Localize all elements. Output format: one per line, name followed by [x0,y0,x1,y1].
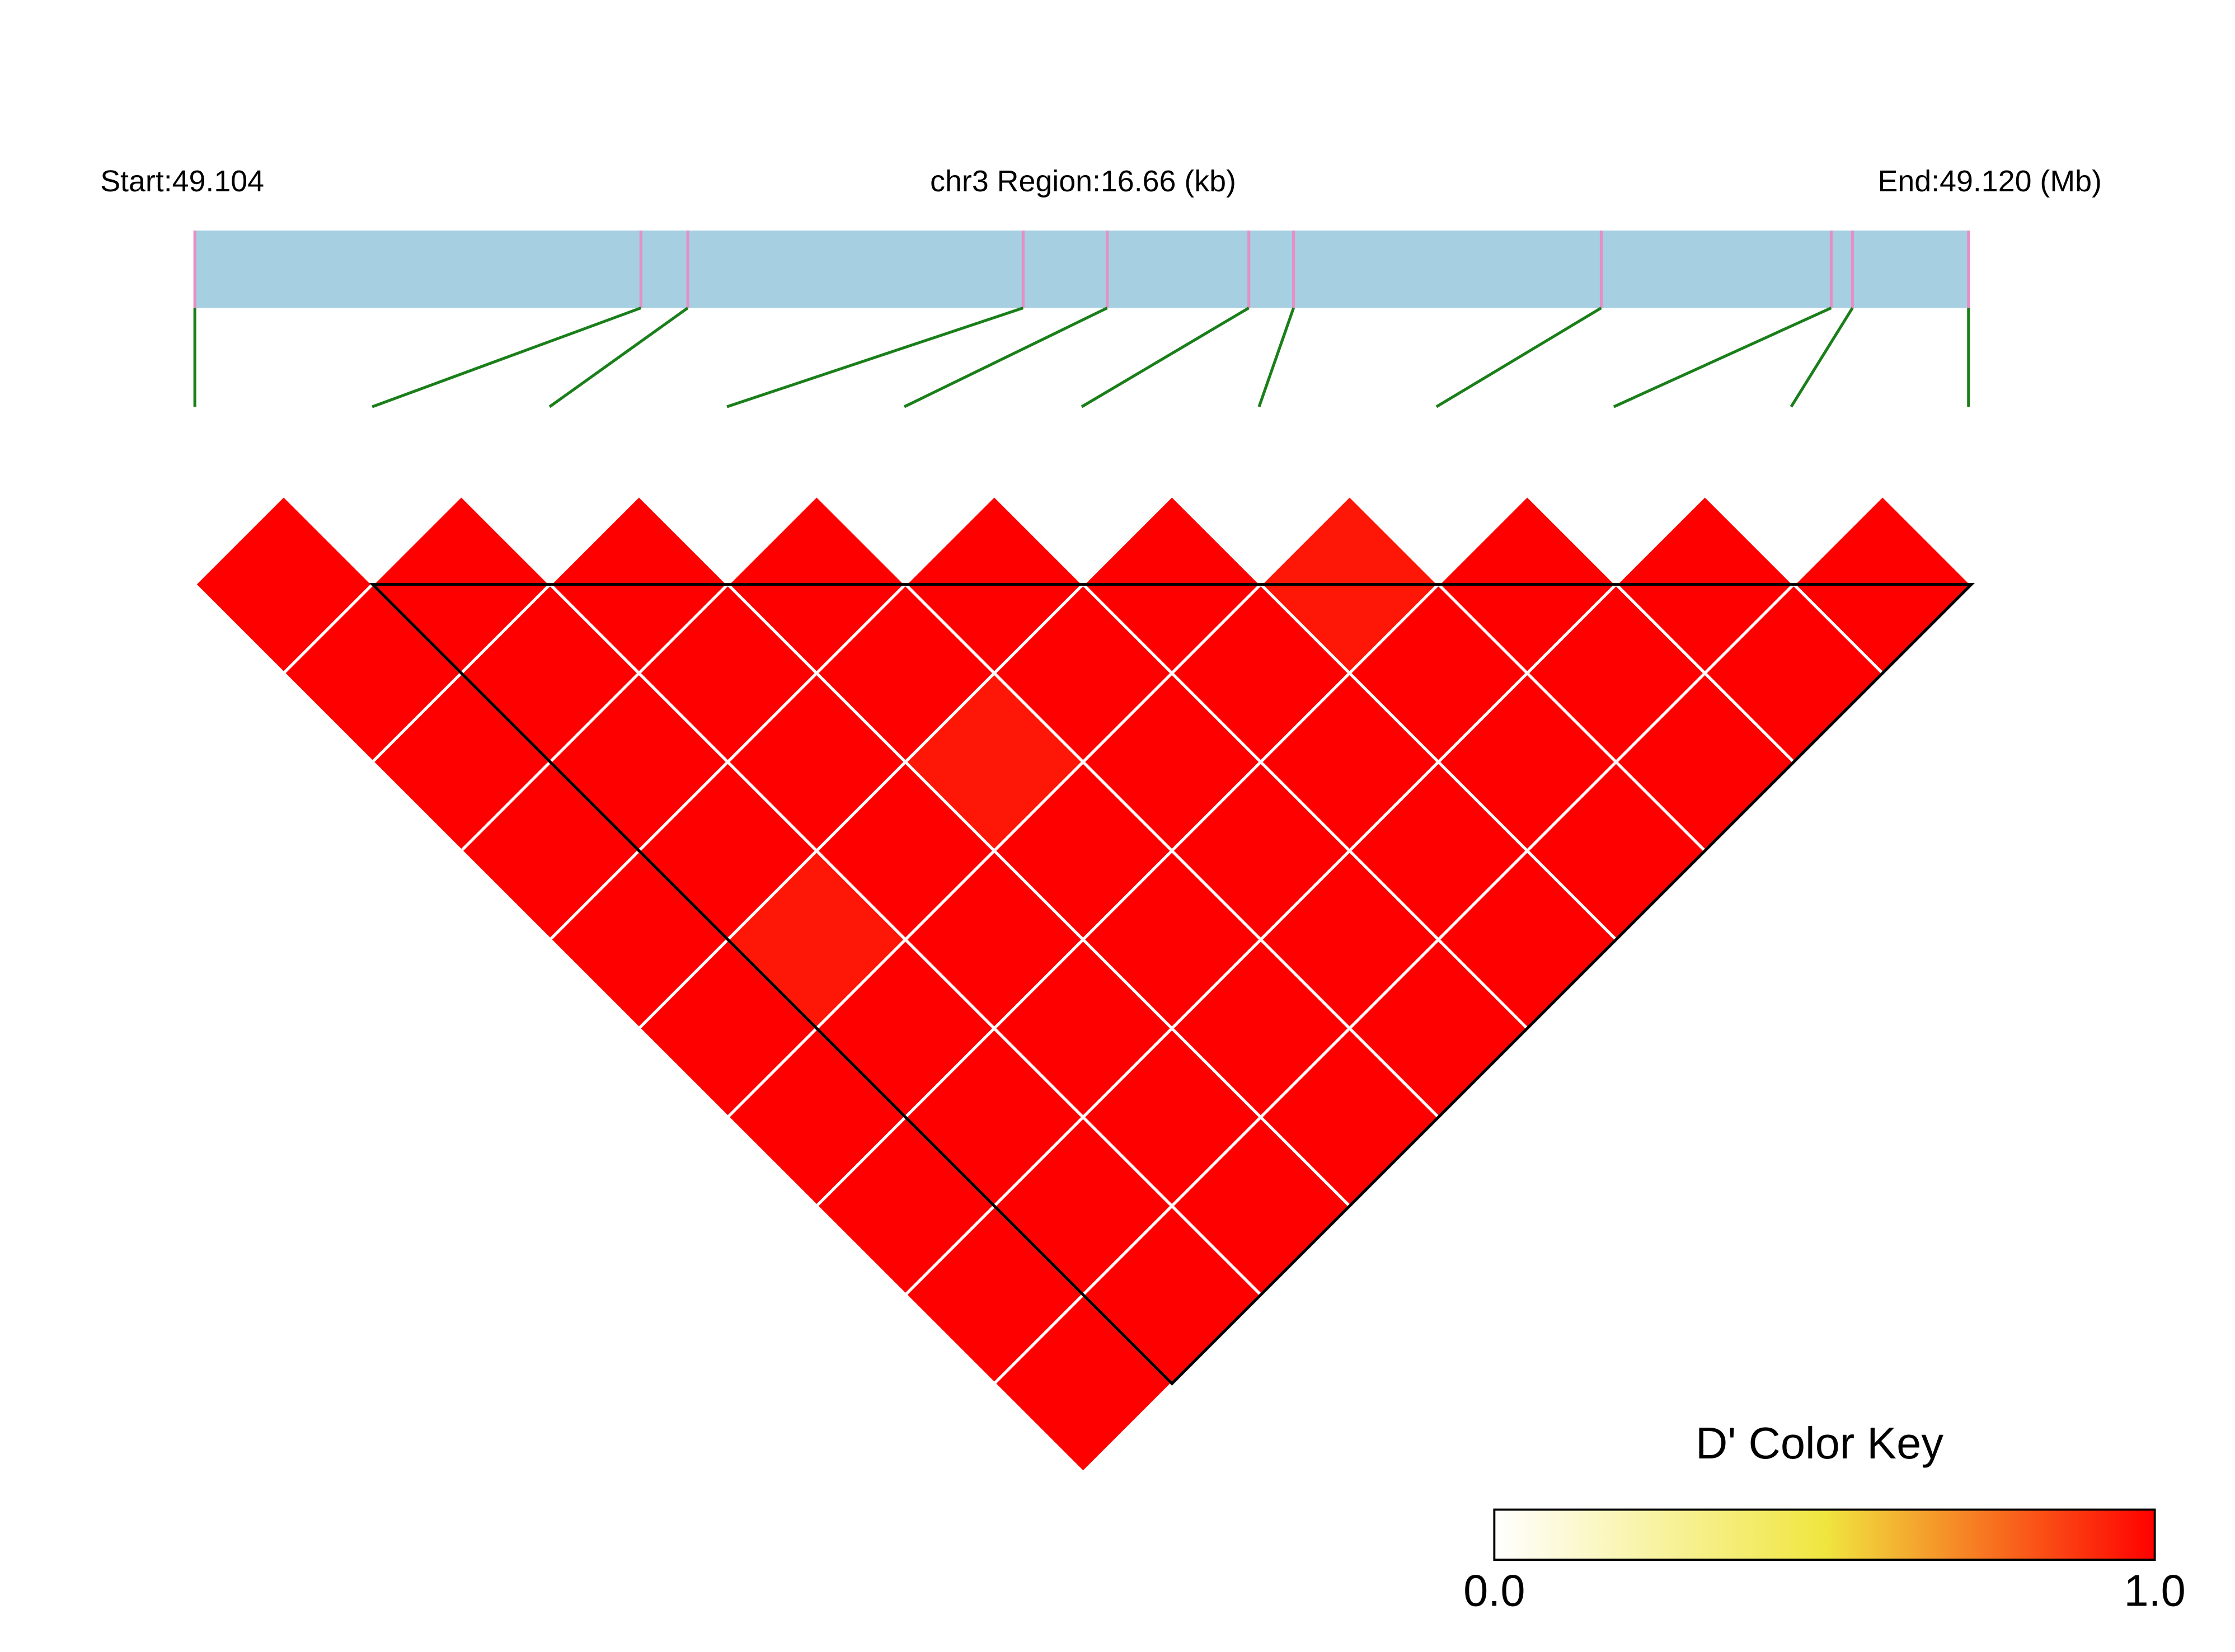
snp-link [1435,307,1602,408]
snp-link [903,307,1108,408]
ld-block [369,583,1975,1386]
color-key [1493,1508,2156,1561]
color-key-tick-label: 1.0 [2124,1566,2185,1616]
legend-title: D' Color Key [1696,1418,1943,1468]
snp-link [1081,307,1250,408]
snp-link [1790,307,1854,408]
snp-link [726,307,1024,408]
region-bar [195,230,1969,308]
start-label: Start:49.104 [100,164,264,198]
snp-link [1257,307,1295,407]
snp-link [548,307,689,408]
region-label: chr3 Region:16.66 (kb) [930,164,1236,198]
snp-link [372,307,642,408]
snp-link [1613,307,1832,408]
color-key-tick-label: 0.0 [1463,1566,1525,1616]
end-label: End:49.120 (Mb) [1878,164,2102,198]
